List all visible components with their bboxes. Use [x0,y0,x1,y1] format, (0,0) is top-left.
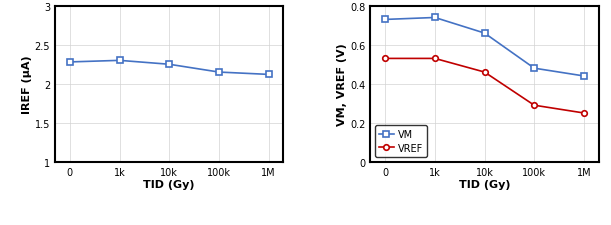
VREF [530,104,538,107]
VM [580,75,588,78]
VM [481,33,488,35]
Line: VM: VM [382,16,587,79]
Legend: VM, VREF: VM, VREF [375,126,426,157]
VM [431,17,439,20]
VREF [381,58,389,61]
VM [530,68,538,70]
Y-axis label: IREF (μA): IREF (μA) [22,55,32,114]
Y-axis label: VM, VREF (V): VM, VREF (V) [337,43,347,126]
VREF [481,71,488,74]
VREF [580,112,588,115]
X-axis label: TID (Gy): TID (Gy) [144,180,195,189]
VM [381,19,389,22]
X-axis label: TID (Gy): TID (Gy) [459,180,510,189]
Line: VREF: VREF [382,56,587,116]
VREF [431,58,439,61]
